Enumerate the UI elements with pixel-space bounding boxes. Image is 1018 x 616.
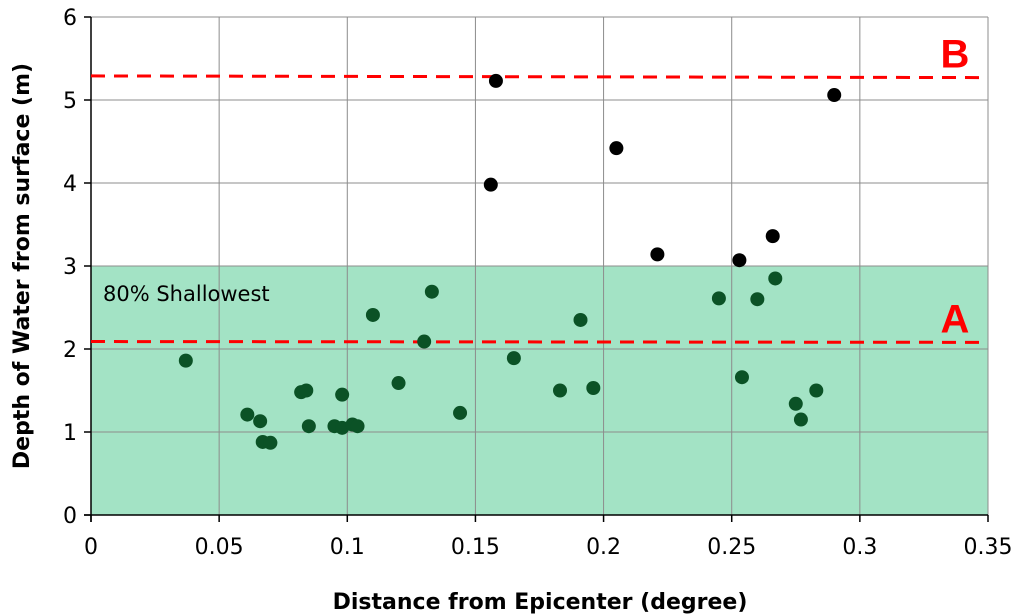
x-tick-labels: 0 0.05 0.1 0.15 0.2 0.25 0.3 0.35	[84, 535, 1012, 560]
reference-lines: AB	[90, 33, 989, 344]
y-tick-label: 3	[63, 255, 77, 280]
data-point	[240, 407, 255, 422]
x-axis-title: Distance from Epicenter (degree)	[333, 590, 748, 615]
axes	[84, 16, 989, 522]
x-tick-label: 0.1	[330, 535, 365, 560]
reference-line-a	[90, 340, 989, 344]
data-point	[506, 351, 521, 366]
y-tick-label: 6	[63, 6, 77, 31]
data-points	[178, 73, 842, 450]
data-point	[650, 247, 665, 262]
data-point	[424, 284, 439, 299]
x-tick-label: 0	[84, 535, 98, 560]
data-point	[483, 177, 498, 192]
data-point	[365, 307, 380, 322]
y-tick-label: 2	[63, 338, 77, 363]
data-point	[609, 141, 624, 156]
y-tick-label: 1	[63, 421, 77, 446]
y-tick-label: 4	[63, 172, 77, 197]
data-point	[178, 353, 193, 368]
reference-line-label-a: A	[941, 297, 970, 341]
data-point	[793, 412, 808, 427]
y-tick-label: 5	[63, 89, 77, 114]
data-point	[553, 383, 568, 398]
data-point	[765, 229, 780, 244]
x-tick-label: 0.35	[964, 535, 1013, 560]
data-point	[488, 73, 503, 88]
data-point	[335, 387, 350, 402]
x-tick-label: 0.25	[707, 535, 756, 560]
reference-line-label-b: B	[941, 33, 970, 77]
data-point	[809, 383, 824, 398]
data-point	[391, 376, 406, 391]
x-tick-label: 0.3	[842, 535, 877, 560]
data-point	[253, 414, 268, 429]
x-tick-label: 0.05	[195, 535, 244, 560]
data-point	[750, 292, 765, 307]
data-point	[768, 271, 783, 286]
reference-line-b	[90, 74, 989, 80]
data-point	[586, 381, 601, 396]
data-point	[299, 383, 314, 398]
data-point	[827, 88, 842, 103]
shaded-region	[91, 266, 988, 515]
data-point	[734, 370, 749, 385]
x-tick-label: 0.15	[451, 535, 500, 560]
data-point	[573, 312, 588, 327]
y-axis-title: Depth of Water from surface (m)	[10, 63, 35, 469]
data-point	[732, 253, 747, 268]
shaded-region-label: 80% Shallowest	[103, 282, 270, 306]
data-point	[350, 419, 365, 434]
x-tick-label: 0.2	[586, 535, 621, 560]
data-point	[263, 435, 278, 450]
data-point	[711, 291, 726, 306]
data-point	[417, 334, 432, 349]
data-point	[301, 419, 316, 434]
data-point	[788, 396, 803, 411]
data-point	[453, 405, 468, 420]
grid-lines	[91, 16, 989, 515]
y-tick-label: 0	[63, 504, 77, 529]
y-tick-labels: 0 1 2 3 4 5 6	[63, 6, 77, 529]
